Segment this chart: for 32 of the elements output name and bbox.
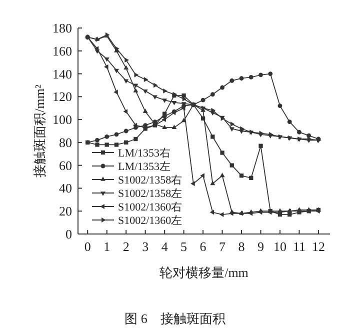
x-tick-label: 7: [219, 239, 226, 254]
x-tick-label: 12: [312, 239, 325, 254]
x-tick-label: 0: [84, 239, 91, 254]
x-axis-title: 轮对横移量/mm: [160, 265, 248, 280]
y-tick-label: 180: [52, 20, 72, 36]
x-tick-label: 5: [180, 239, 188, 254]
x-tick-label: 6: [200, 239, 207, 254]
legend-label: S1002/1360左: [118, 215, 182, 227]
caption: 图 6 接触斑面积: [124, 311, 226, 326]
legend-label: S1002/1360右: [118, 202, 182, 214]
x-tick-label: 1: [104, 239, 110, 254]
legend-label: S1002/1358左: [118, 188, 182, 200]
x-tick-label: 4: [161, 239, 168, 254]
y-tick-label: 100: [52, 112, 72, 128]
y-tick-label: 20: [59, 204, 72, 219]
x-tick-label: 2: [122, 239, 130, 254]
x-tick-label: 11: [292, 239, 306, 254]
x-tick-label: 3: [142, 239, 149, 254]
y-tick-label: 140: [52, 66, 72, 82]
x-tick-label: 10: [273, 239, 286, 254]
y-tick-label: 0: [66, 226, 72, 242]
legend-label: S1002/1358右: [118, 174, 182, 186]
y-tick-label: 60: [59, 158, 72, 173]
y-tick-label: 160: [52, 43, 72, 58]
y-axis-title: 接触斑面积/mm²: [32, 84, 47, 178]
legend-label: LM/1353右: [118, 148, 171, 160]
y-tick-label: 80: [59, 134, 72, 150]
legend-label: LM/1353左: [118, 161, 171, 173]
x-tick-label: 9: [258, 239, 264, 254]
y-tick-label: 40: [59, 180, 72, 196]
y-tick-label: 120: [52, 89, 72, 104]
x-tick-label: 8: [238, 239, 245, 254]
